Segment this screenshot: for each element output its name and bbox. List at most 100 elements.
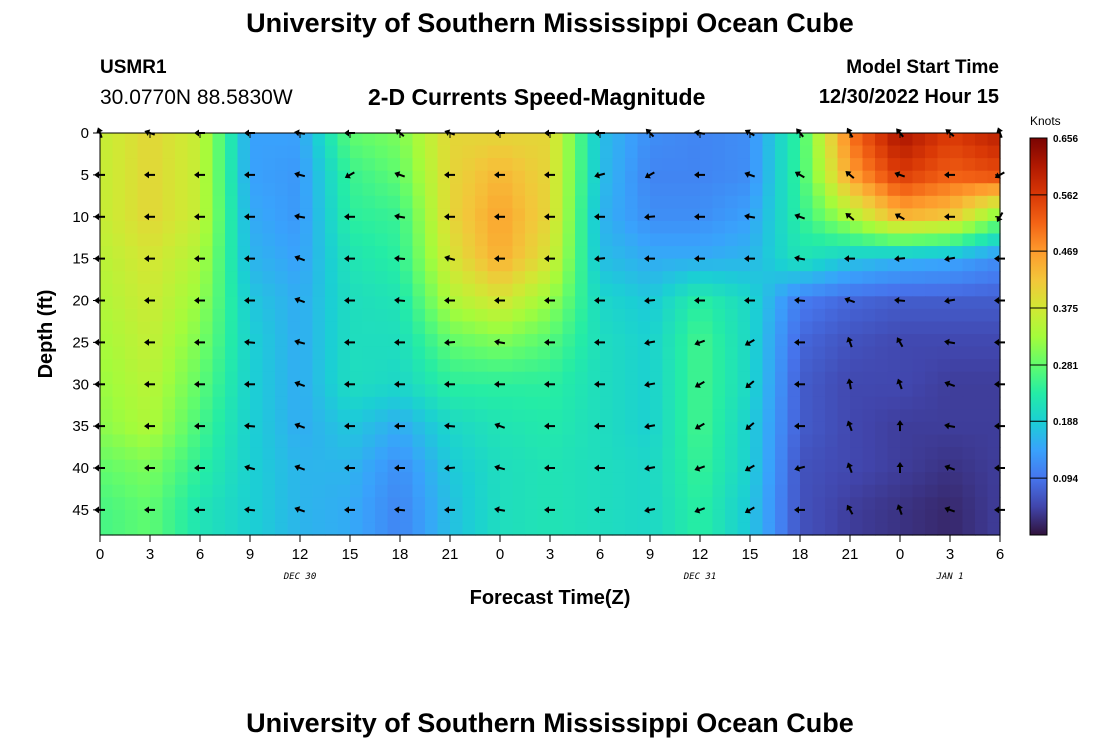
heatmap-cell [762, 359, 776, 373]
heatmap-cell [250, 384, 264, 398]
heatmap-cell [250, 195, 264, 209]
heatmap-cell [750, 271, 764, 285]
heatmap-cell [425, 283, 439, 297]
heatmap-cell [600, 271, 614, 285]
current-arrow [294, 506, 306, 513]
current-arrow [444, 506, 455, 514]
heatmap-cell [662, 447, 676, 461]
heatmap-cell [212, 359, 226, 373]
heatmap-cell [337, 258, 351, 272]
heatmap-cell [875, 133, 889, 147]
heatmap-cell [700, 158, 714, 172]
heatmap-cell [687, 258, 701, 272]
heatmap-cell [262, 283, 276, 297]
heatmap-cell [500, 308, 514, 323]
heatmap-cell [462, 434, 476, 448]
heatmap-cell [900, 308, 914, 323]
heatmap-cell [987, 497, 1001, 511]
heatmap-cell [387, 384, 401, 398]
heatmap-cell [525, 321, 539, 335]
heatmap-cell [112, 396, 126, 410]
heatmap-cell [112, 183, 126, 197]
heatmap-cell [475, 133, 489, 147]
heatmap-cell [262, 434, 276, 448]
heatmap-cell [187, 447, 201, 461]
heatmap-cell [987, 384, 1001, 398]
heatmap-cell [412, 447, 426, 461]
heatmap-cell [837, 346, 851, 360]
heatmap-cell [550, 484, 564, 498]
heatmap-cell [150, 409, 164, 423]
heatmap-cell [712, 396, 726, 410]
heatmap-cell [387, 195, 401, 209]
heatmap-cell [525, 396, 539, 410]
heatmap-cell [900, 509, 914, 524]
heatmap-cell [112, 133, 126, 147]
heatmap-cell [525, 220, 539, 235]
heatmap-cell [287, 283, 301, 297]
heatmap-cell [675, 183, 689, 197]
heatmap-cell [937, 384, 951, 398]
heatmap-cell [312, 158, 326, 172]
heatmap-cell [637, 258, 651, 272]
heatmap-cell [175, 195, 189, 209]
heatmap-cell [587, 220, 601, 235]
heatmap-cell [237, 484, 251, 498]
heatmap-cell [475, 384, 489, 398]
heatmap-cell [775, 233, 789, 247]
heatmap-cell [437, 434, 451, 448]
heatmap-cell [125, 258, 139, 272]
heatmap-cell [575, 346, 589, 360]
heatmap-cell [962, 308, 976, 323]
heatmap-cell [850, 183, 864, 197]
heatmap-cell [650, 195, 664, 209]
heatmap-cell [812, 158, 826, 172]
heatmap-cell [575, 183, 589, 197]
heatmap-cell [762, 434, 776, 448]
heatmap-cell [137, 359, 151, 373]
heatmap-cell [475, 334, 489, 348]
heatmap-cell [687, 484, 701, 498]
heatmap-cell [787, 195, 801, 209]
current-arrow [194, 338, 205, 346]
heatmap-cell [737, 283, 751, 297]
heatmap-cell [562, 308, 576, 323]
heatmap-cell [512, 233, 526, 247]
heatmap-cell [200, 296, 214, 310]
heatmap-cell [862, 371, 876, 385]
heatmap-cell [225, 183, 239, 197]
colorbar-tick-label: 0.656 [1053, 134, 1078, 145]
heatmap-cell [425, 258, 439, 272]
heatmap-cell [912, 183, 926, 197]
heatmap-cell [775, 296, 789, 310]
heatmap-cell [950, 421, 964, 436]
heatmap-cell [162, 296, 176, 310]
current-arrow [494, 255, 505, 263]
heatmap-cell [400, 522, 414, 536]
current-arrow [544, 380, 555, 388]
heatmap-cell [875, 359, 889, 373]
heatmap-cell [525, 258, 539, 272]
heatmap-cell [775, 195, 789, 209]
heatmap-cell [600, 384, 614, 398]
heatmap-cell [537, 220, 551, 235]
heatmap-cell [500, 434, 514, 448]
heatmap-cell [437, 145, 451, 159]
heatmap-cell [700, 484, 714, 498]
heatmap-cell [200, 396, 214, 410]
heatmap-cell [800, 497, 814, 511]
heatmap-cell [250, 346, 264, 360]
heatmap-cell [375, 321, 389, 335]
heatmap-cell [900, 359, 914, 373]
heatmap-cell [262, 384, 276, 398]
heatmap-cell [987, 308, 1001, 323]
x-tick-label: 9 [246, 546, 254, 563]
heatmap-cell [625, 133, 639, 147]
heatmap-cell [725, 484, 739, 498]
heatmap-cell [737, 447, 751, 461]
heatmap-cell [225, 145, 239, 159]
heatmap-cell [987, 509, 1001, 524]
heatmap-cell [250, 183, 264, 197]
heatmap-cell [462, 484, 476, 498]
heatmap-cell [162, 472, 176, 486]
